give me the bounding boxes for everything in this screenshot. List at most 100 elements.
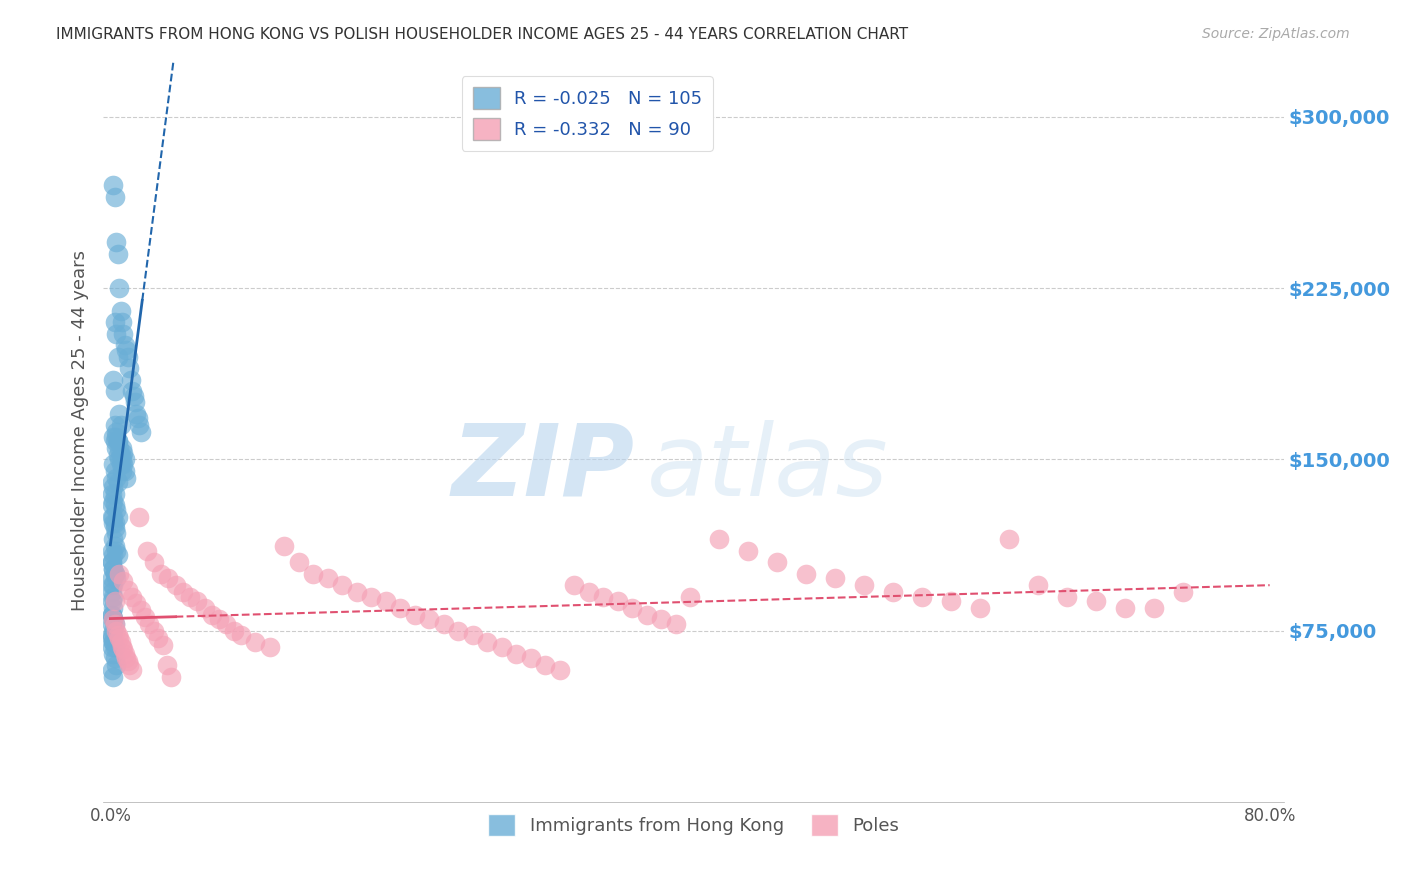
Point bbox=[222, 624, 245, 638]
Point bbox=[208, 612, 231, 626]
Point bbox=[766, 555, 789, 569]
Point bbox=[1026, 578, 1049, 592]
Point bbox=[245, 635, 267, 649]
Point bbox=[103, 480, 125, 494]
Point bbox=[157, 571, 180, 585]
Point bbox=[1171, 585, 1194, 599]
Point bbox=[111, 464, 134, 478]
Point bbox=[939, 594, 962, 608]
Point bbox=[418, 612, 440, 626]
Point bbox=[103, 647, 125, 661]
Point bbox=[105, 235, 128, 250]
Point bbox=[104, 566, 127, 581]
Point bbox=[150, 566, 173, 581]
Point bbox=[104, 617, 127, 632]
Point bbox=[548, 663, 571, 677]
Point bbox=[104, 640, 127, 654]
Point bbox=[105, 502, 128, 516]
Point bbox=[103, 430, 125, 444]
Point bbox=[179, 590, 201, 604]
Point bbox=[447, 624, 470, 638]
Point bbox=[103, 635, 125, 649]
Point bbox=[107, 628, 129, 642]
Point bbox=[103, 590, 125, 604]
Point bbox=[101, 571, 124, 585]
Point bbox=[104, 566, 127, 581]
Point bbox=[107, 475, 129, 490]
Y-axis label: Householder Income Ages 25 - 44 years: Householder Income Ages 25 - 44 years bbox=[72, 251, 89, 611]
Point bbox=[287, 555, 309, 569]
Point bbox=[104, 487, 127, 501]
Point bbox=[125, 407, 148, 421]
Point bbox=[115, 471, 138, 485]
Point bbox=[111, 315, 134, 329]
Point bbox=[105, 471, 128, 485]
Point bbox=[101, 544, 124, 558]
Point bbox=[101, 555, 124, 569]
Point bbox=[664, 617, 686, 632]
Point bbox=[259, 640, 281, 654]
Point bbox=[316, 571, 339, 585]
Point bbox=[389, 601, 412, 615]
Point bbox=[117, 654, 139, 668]
Point bbox=[104, 190, 127, 204]
Point bbox=[103, 372, 125, 386]
Point bbox=[105, 658, 128, 673]
Point bbox=[215, 617, 238, 632]
Point bbox=[104, 651, 127, 665]
Point bbox=[360, 590, 382, 604]
Point bbox=[108, 441, 131, 455]
Point bbox=[105, 430, 128, 444]
Point bbox=[117, 582, 139, 597]
Point bbox=[794, 566, 817, 581]
Point bbox=[1084, 594, 1107, 608]
Point bbox=[103, 509, 125, 524]
Legend: Immigrants from Hong Kong, Poles: Immigrants from Hong Kong, Poles bbox=[479, 805, 908, 846]
Point bbox=[105, 544, 128, 558]
Point bbox=[103, 624, 125, 638]
Point bbox=[110, 418, 132, 433]
Point bbox=[433, 617, 456, 632]
Point bbox=[103, 562, 125, 576]
Point bbox=[1114, 601, 1136, 615]
Point bbox=[201, 607, 224, 622]
Point bbox=[273, 539, 295, 553]
Point bbox=[104, 434, 127, 449]
Point bbox=[650, 612, 672, 626]
Point bbox=[142, 624, 165, 638]
Point bbox=[108, 407, 131, 421]
Point bbox=[104, 498, 127, 512]
Point bbox=[101, 631, 124, 645]
Point bbox=[519, 651, 541, 665]
Point bbox=[103, 601, 125, 615]
Point bbox=[110, 635, 132, 649]
Point bbox=[491, 640, 513, 654]
Point bbox=[172, 585, 194, 599]
Point bbox=[112, 457, 135, 471]
Point bbox=[104, 539, 127, 553]
Point bbox=[108, 452, 131, 467]
Point bbox=[114, 338, 136, 352]
Point bbox=[824, 571, 846, 585]
Point bbox=[101, 607, 124, 622]
Point bbox=[112, 445, 135, 459]
Point bbox=[112, 642, 135, 657]
Point bbox=[111, 452, 134, 467]
Point bbox=[101, 640, 124, 654]
Text: Source: ZipAtlas.com: Source: ZipAtlas.com bbox=[1202, 27, 1350, 41]
Point bbox=[110, 304, 132, 318]
Point bbox=[636, 607, 658, 622]
Point bbox=[302, 566, 325, 581]
Point bbox=[107, 434, 129, 449]
Point bbox=[101, 509, 124, 524]
Point bbox=[374, 594, 396, 608]
Point bbox=[104, 521, 127, 535]
Point bbox=[101, 585, 124, 599]
Point bbox=[104, 594, 127, 608]
Point bbox=[346, 585, 368, 599]
Point bbox=[101, 594, 124, 608]
Point bbox=[129, 603, 152, 617]
Point bbox=[127, 411, 149, 425]
Point bbox=[534, 658, 557, 673]
Point bbox=[103, 635, 125, 649]
